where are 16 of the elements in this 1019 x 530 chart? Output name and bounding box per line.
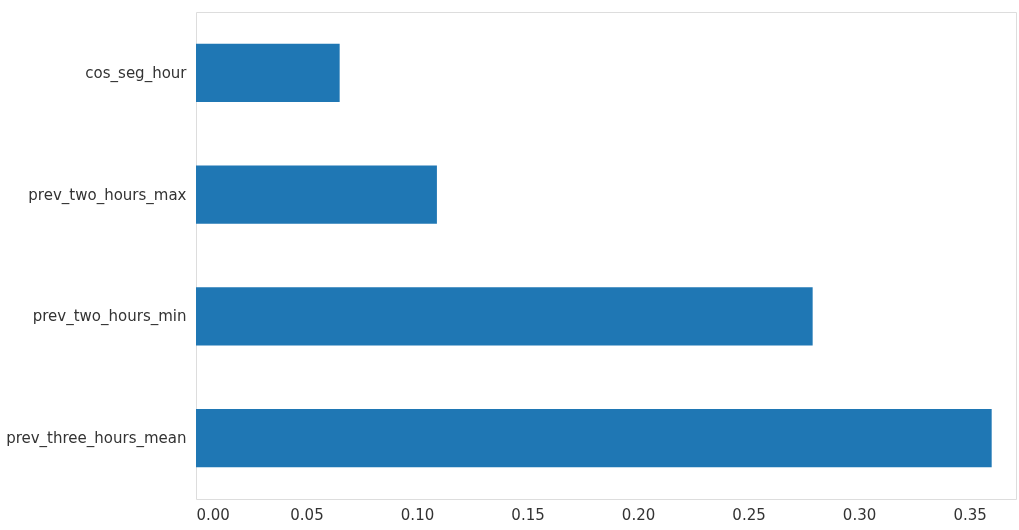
y-tick-label: prev_two_hours_min [32,307,187,327]
x-tick-label: 0.10 [400,505,435,524]
x-tick-label: 0.15 [511,505,545,524]
bar [196,165,437,224]
bar [196,287,813,346]
x-tick-label: 0.05 [290,505,324,524]
y-tick-label: prev_three_hours_mean [6,429,187,449]
x-tick-label: 0.00 [196,505,230,524]
x-tick-label: 0.35 [953,505,987,524]
y-tick-label: prev_two_hours_max [28,185,187,205]
bar [196,408,992,468]
x-tick-label: 0.25 [732,505,766,524]
x-tick-label: 0.20 [621,505,656,524]
x-tick-label: 0.30 [842,505,877,524]
bar [196,43,340,103]
y-tick-label: cos_seg_hour [85,63,188,83]
